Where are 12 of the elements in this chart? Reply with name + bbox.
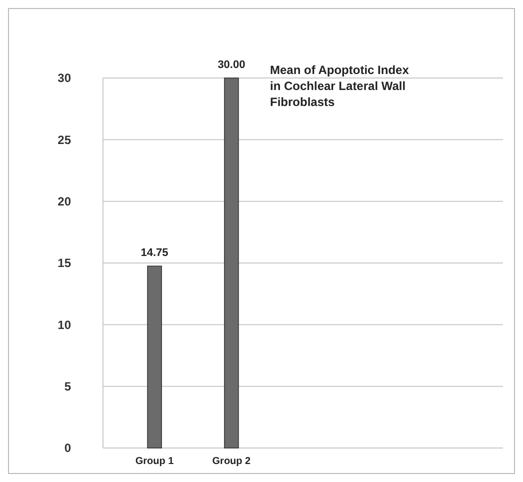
text: Mean of Apoptotic Index in Cochlear Lateral Wall Fibroblasts	[270, 63, 410, 109]
y-tick-label: 25	[58, 132, 72, 147]
y-tick-label: 10	[58, 318, 72, 332]
y-tick-label: 30	[58, 71, 72, 86]
x-tick-label: Group 1	[135, 456, 174, 467]
y-tick-label: 20	[58, 194, 72, 209]
data-label: 14.75	[140, 247, 168, 260]
y-tick-label: 0	[64, 441, 72, 456]
y-tick-label: 5	[64, 380, 72, 394]
x-tick-label: Group 2	[212, 456, 252, 467]
data-label: 30.00	[218, 59, 246, 71]
y-tick-label: 15	[58, 256, 72, 270]
